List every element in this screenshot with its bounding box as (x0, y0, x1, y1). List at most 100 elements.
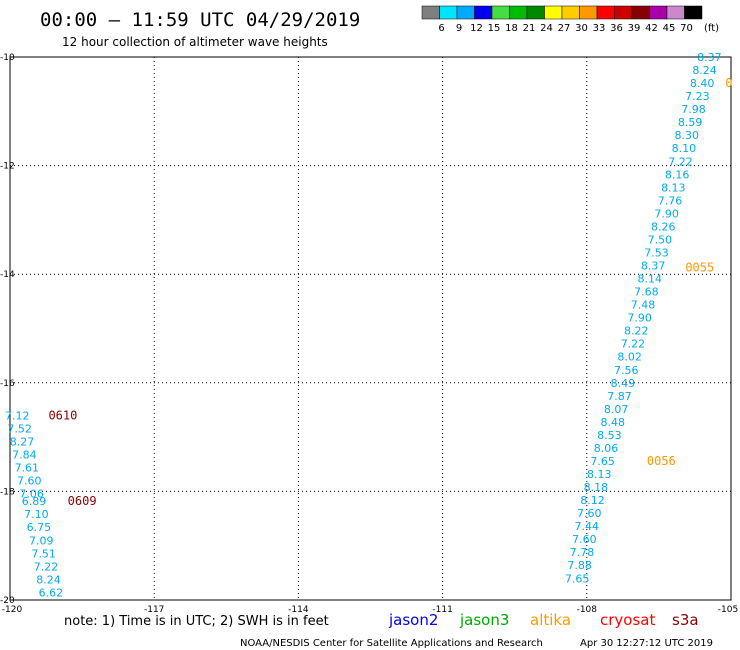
legend-jason2: jason2 (388, 611, 438, 629)
latitude-label: -18 (0, 487, 15, 497)
wave-height-value: 7.61 (15, 462, 40, 475)
wave-height-value: 7.50 (648, 233, 673, 246)
wave-height-value: 7.65 (565, 572, 590, 585)
wave-height-value: 8.07 (604, 403, 629, 416)
color-swatch (684, 5, 703, 20)
color-scale-unit: (ft) (704, 23, 719, 34)
pass-time-label: 0056 (647, 454, 676, 468)
wave-height-value: 8.18 (584, 481, 609, 494)
units-note: note: 1) Time is in UTC; 2) SWH is in fe… (64, 614, 329, 629)
color-scale-label: 21 (523, 23, 536, 34)
wave-height-value: 8.37 (641, 260, 666, 273)
wave-height-value: 7.84 (12, 448, 37, 461)
latitude-label: -16 (0, 379, 15, 389)
wave-height-value: 8.49 (611, 377, 636, 390)
longitude-label: -117 (144, 605, 164, 615)
color-scale-label: 70 (680, 23, 693, 34)
wave-height-value: 7.12 (5, 409, 30, 422)
credit-text: NOAA/NESDIS Center for Satellite Applica… (240, 638, 543, 649)
longitude-label: -105 (718, 605, 738, 615)
legend-s3a: s3a (672, 611, 699, 629)
wave-height-value: 7.51 (31, 547, 56, 560)
wave-height-value: 7.44 (575, 520, 600, 533)
wave-height-value: 7.90 (627, 312, 652, 325)
wave-height-value: 7.22 (34, 560, 59, 573)
wave-height-value: 7.06 (19, 488, 44, 501)
wave-height-value: 7.56 (614, 364, 639, 377)
timestamp-text: Apr 30 12:27:12 UTC 2019 (580, 638, 713, 649)
wave-height-value: 8.16 (665, 168, 690, 181)
color-scale-label: 30 (575, 23, 588, 34)
wave-height-value: 6.89 (22, 495, 47, 508)
longitude-label: -120 (2, 605, 23, 615)
wave-height-observations: 8.378.248.407.237.988.598.308.107.228.16… (5, 51, 722, 599)
color-swatch (614, 5, 633, 20)
color-swatch (561, 5, 580, 20)
latitude-label: -20 (0, 596, 15, 606)
graticule (10, 57, 731, 600)
wave-height-value: 8.06 (594, 442, 619, 455)
wave-height-value: 7.65 (590, 455, 615, 468)
color-swatch (421, 5, 440, 20)
map-title: 00:00 – 11:59 UTC 04/29/2019 (40, 9, 360, 31)
color-scale-label: 36 (610, 23, 623, 34)
color-scale-label: 12 (470, 23, 483, 34)
longitude-label: -114 (288, 605, 309, 615)
color-scale-legend: 6 9 12 15 18 21 24 27 30 33 36 39 42 45 70 (421, 5, 703, 34)
latitude-label: -14 (0, 270, 15, 280)
color-swatch (456, 5, 475, 20)
wave-height-value: 8.27 (10, 435, 35, 448)
wave-height-value: 7.10 (24, 508, 49, 521)
wave-height-value: 7.53 (644, 246, 669, 259)
map-frame (9, 56, 732, 601)
wave-height-value: 8.24 (692, 64, 717, 77)
longitude-label: -108 (577, 605, 598, 615)
color-scale-label: 18 (505, 23, 518, 34)
wave-height-value: 8.24 (36, 573, 61, 586)
color-scale-label: 45 (663, 23, 676, 34)
legend-cryosat: cryosat (600, 611, 655, 629)
wave-height-value: 7.09 (29, 534, 54, 547)
wave-height-value: 7.22 (668, 155, 693, 168)
wave-height-value: 8.48 (601, 416, 626, 429)
color-swatch (491, 5, 510, 20)
color-scale-label: 15 (488, 23, 501, 34)
wave-height-value: 7.90 (654, 207, 679, 220)
latitude-label: -10 (0, 53, 15, 63)
pass-times: 0 0055 0056 0610 0609 (48, 76, 732, 508)
wave-height-value: 7.23 (685, 90, 710, 103)
color-swatch (526, 5, 545, 20)
pass-time-label: 0609 (68, 494, 97, 508)
wave-height-value: 7.52 (7, 422, 32, 435)
legend-altika: altika (530, 611, 571, 629)
wave-height-value: 7.87 (607, 390, 632, 403)
wave-height-value: 7.22 (621, 338, 646, 351)
wave-height-value: 7.88 (567, 559, 592, 572)
pass-time-label: 0610 (48, 408, 77, 422)
satellite-legend: jason2 jason3 altika cryosat s3a (388, 611, 699, 629)
axis-ticks: -120 -117 -114 -111 -108 -105 -10 -12 -14 -16 -18 -… (0, 53, 738, 615)
pass-time-label: 0055 (685, 261, 714, 275)
color-scale-label: 9 (456, 23, 462, 34)
wave-height-value: 8.13 (661, 181, 686, 194)
wave-height-value: 7.48 (631, 299, 656, 312)
wave-height-value: 8.22 (624, 325, 649, 338)
wave-height-value: 7.60 (577, 507, 602, 520)
wave-height-value: 8.02 (617, 351, 642, 364)
wave-height-value: 8.13 (587, 468, 612, 481)
color-scale-label: 33 (593, 23, 606, 34)
wave-height-value: 8.40 (690, 77, 715, 90)
wave-height-value: 8.59 (678, 116, 703, 129)
wave-height-value: 8.30 (675, 129, 700, 142)
color-swatch (544, 5, 563, 20)
wave-height-value: 8.10 (672, 142, 697, 155)
color-scale-label: 39 (628, 23, 641, 34)
color-swatch (649, 5, 668, 20)
color-scale-label: 27 (558, 23, 571, 34)
color-swatch (579, 5, 598, 20)
wave-height-value: 8.53 (597, 429, 622, 442)
legend-jason3: jason3 (459, 611, 509, 629)
color-swatch (509, 5, 528, 20)
wave-height-value: 8.37 (697, 51, 722, 64)
